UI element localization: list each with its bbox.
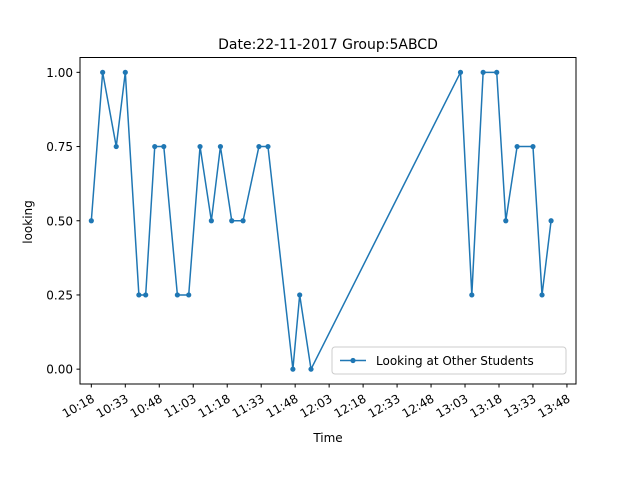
x-tick-label: 11:33	[230, 391, 267, 420]
plot-frame	[79, 57, 577, 385]
data-point	[229, 218, 235, 224]
x-tick-label: 11:18	[196, 391, 233, 420]
legend-label: Looking at Other Students	[376, 354, 534, 368]
data-point	[530, 143, 536, 150]
x-tick-label: 11:48	[264, 391, 301, 420]
series-line	[90, 71, 552, 370]
data-point	[152, 143, 158, 150]
data-point	[480, 69, 486, 75]
x-tick-label: 12:48	[400, 391, 437, 420]
data-point	[186, 292, 192, 298]
data-point	[100, 69, 106, 75]
legend-box	[331, 346, 567, 375]
data-point	[88, 218, 94, 224]
data-point	[539, 292, 545, 298]
x-axis-label: Time	[312, 431, 342, 445]
y-tick-label: 0.00	[46, 363, 73, 377]
data-point	[208, 218, 214, 224]
x-tick-label: 13:33	[502, 391, 539, 420]
data-point	[265, 143, 271, 150]
data-point	[161, 143, 167, 150]
data-point	[494, 69, 500, 75]
data-point	[240, 218, 246, 224]
x-tick-label: 12:03	[298, 391, 335, 420]
x-tick-label: 13:18	[468, 391, 505, 420]
data-point	[136, 292, 142, 298]
y-tick-label: 0.50	[46, 214, 73, 228]
data-point	[469, 292, 475, 298]
data-point	[548, 218, 554, 224]
x-tick-label: 10:33	[94, 391, 131, 420]
x-tick-label: 10:48	[128, 391, 165, 420]
x-tick-label: 12:18	[332, 391, 369, 420]
x-tick-label: 10:18	[60, 391, 97, 420]
y-tick-label: 1.00	[46, 66, 73, 80]
data-point	[308, 366, 314, 372]
y-tick-label: 0.75	[46, 140, 73, 154]
data-point	[122, 69, 128, 75]
y-axis-label: looking	[21, 200, 35, 244]
data-point	[457, 69, 464, 75]
data-point	[197, 143, 203, 150]
data-point	[297, 292, 303, 298]
x-tick-label: 13:48	[535, 391, 572, 420]
legend: Looking at Other Students	[331, 346, 567, 375]
data-point	[256, 143, 262, 150]
data-point	[174, 292, 180, 298]
legend-marker	[350, 357, 356, 364]
x-tick-label: 13:03	[434, 391, 471, 420]
data-point	[503, 218, 509, 224]
data-point	[290, 366, 296, 372]
chart-title: Date:22-11-2017 Group:5ABCD	[218, 37, 438, 53]
data-point	[514, 143, 520, 150]
data-point	[217, 143, 224, 150]
data-point	[113, 143, 119, 150]
data-point	[143, 292, 149, 298]
x-tick-label: 11:03	[162, 391, 199, 420]
y-tick-label: 0.25	[46, 288, 73, 302]
x-tick-label: 12:33	[366, 391, 403, 420]
